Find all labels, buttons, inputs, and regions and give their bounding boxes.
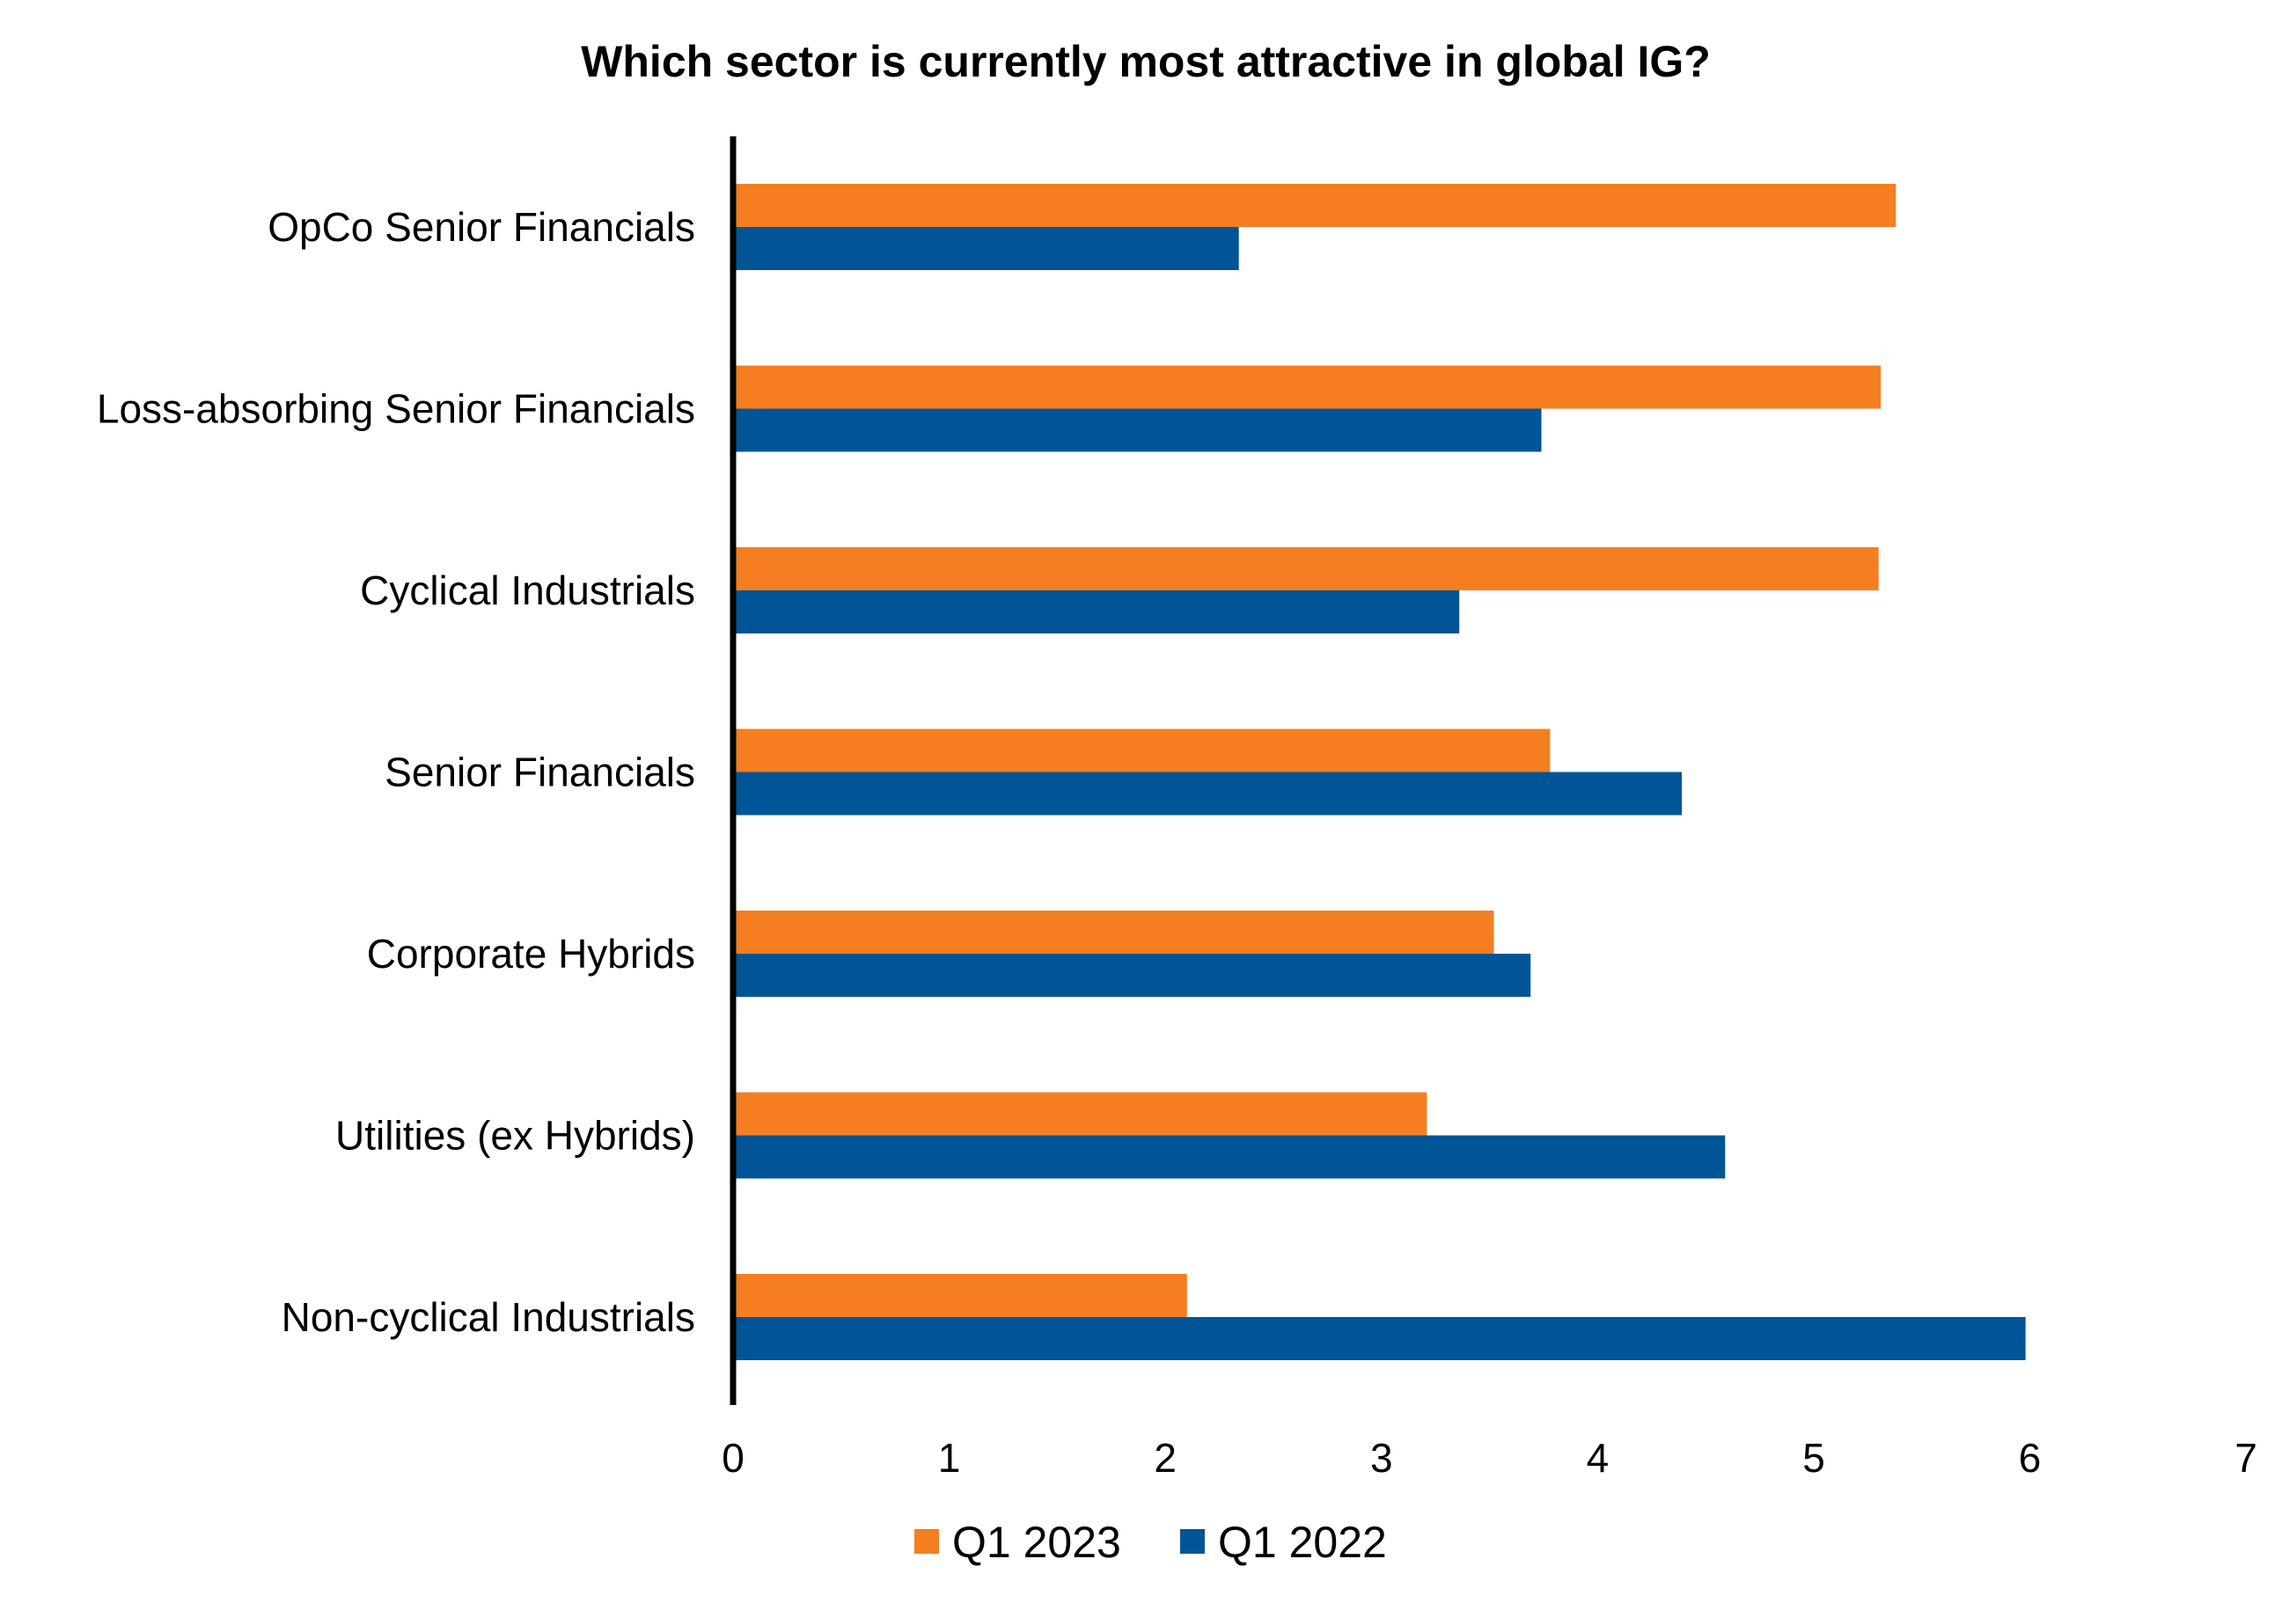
x-tick-label: 5 xyxy=(1802,1435,1825,1481)
bar-q1-2023 xyxy=(736,365,1882,409)
bar-q1-2022 xyxy=(736,772,1683,816)
legend-swatch-q1-2022 xyxy=(1180,1529,1205,1554)
legend-swatch-q1-2023 xyxy=(914,1529,939,1554)
bar-q1-2022 xyxy=(736,1317,2026,1360)
category-label: Non-cyclical Industrials xyxy=(282,1294,695,1340)
bar-q1-2022 xyxy=(736,1135,1726,1179)
legend-label-q1-2022: Q1 2022 xyxy=(1218,1518,1387,1567)
category-labels: OpCo Senior Financials Loss-absorbing Sen… xyxy=(97,204,695,1340)
x-tick-label: 7 xyxy=(2234,1435,2257,1481)
legend-label-q1-2023: Q1 2023 xyxy=(952,1518,1121,1567)
bars-group xyxy=(736,184,2026,1360)
category-label: OpCo Senior Financials xyxy=(268,204,695,250)
bar-q1-2022 xyxy=(736,227,1239,270)
category-label: Utilities (ex Hybrids) xyxy=(335,1113,695,1159)
x-tick-label: 3 xyxy=(1370,1435,1393,1481)
x-tick-label: 0 xyxy=(722,1435,745,1481)
x-tick-label: 4 xyxy=(1587,1435,1610,1481)
category-label: Senior Financials xyxy=(385,750,695,795)
bar-q1-2023 xyxy=(736,1092,1427,1136)
chart-title: Which sector is currently most attractiv… xyxy=(581,37,1711,86)
x-tick-label: 2 xyxy=(1154,1435,1177,1481)
bar-q1-2023 xyxy=(736,1274,1187,1317)
bar-q1-2023 xyxy=(736,911,1494,954)
bar-q1-2022 xyxy=(736,590,1460,633)
bar-q1-2023 xyxy=(736,184,1896,227)
x-axis-ticks: 0 1 2 3 4 5 6 7 xyxy=(722,1435,2257,1481)
bar-q1-2023 xyxy=(736,547,1879,590)
legend: Q1 2023 Q1 2022 xyxy=(914,1518,1387,1567)
bar-q1-2023 xyxy=(736,728,1551,772)
bar-q1-2022 xyxy=(736,954,1531,997)
category-label: Cyclical Industrials xyxy=(360,567,695,613)
bar-q1-2022 xyxy=(736,408,1542,452)
x-tick-label: 1 xyxy=(938,1435,961,1481)
category-label: Corporate Hybrids xyxy=(367,931,695,977)
x-tick-label: 6 xyxy=(2019,1435,2042,1481)
category-label: Loss-absorbing Senior Financials xyxy=(97,386,695,432)
